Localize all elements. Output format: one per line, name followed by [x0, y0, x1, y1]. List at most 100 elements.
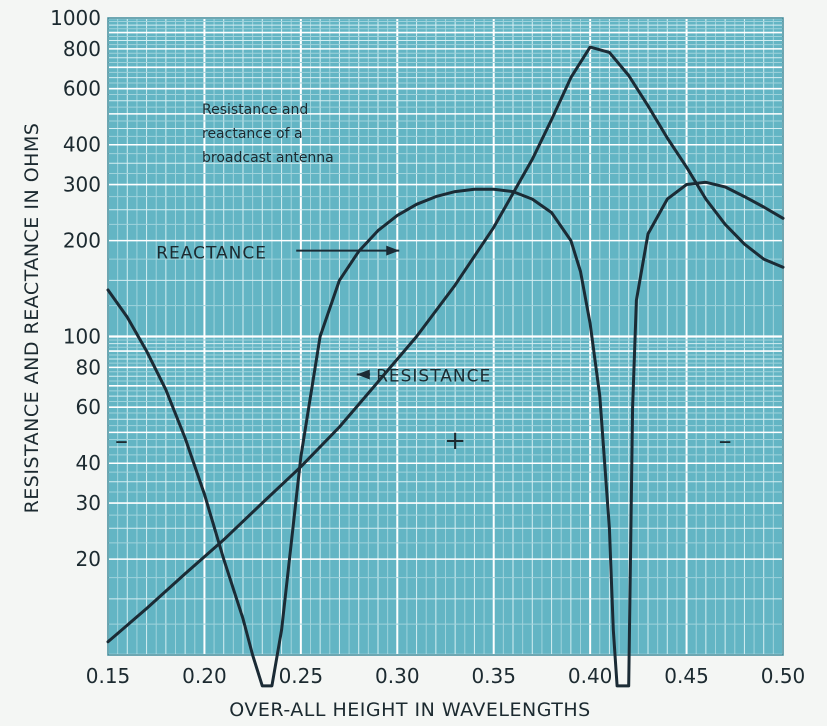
x-axis-title: OVER-ALL HEIGHT IN WAVELENGTHS	[229, 699, 590, 721]
data-point-resistance	[570, 77, 571, 78]
data-point-reactance	[271, 685, 272, 686]
data-point-reactance	[763, 206, 764, 207]
data-point-resistance	[590, 47, 591, 48]
data-point-reactance	[281, 629, 282, 630]
data-point-resistance	[609, 52, 610, 53]
data-point-resistance	[744, 244, 745, 245]
data-point-reactance	[435, 196, 436, 197]
y-tick-label: 60	[76, 395, 101, 419]
sign-label: +	[444, 426, 466, 456]
data-point-reactance	[127, 317, 128, 318]
data-point-resistance	[146, 608, 147, 609]
data-point-reactance	[339, 280, 340, 281]
sign-label: –	[115, 426, 128, 456]
x-tick-label: 0.20	[182, 664, 227, 688]
plot-frame	[107, 17, 784, 656]
chart-ticks: 0.15 0.20 0.25 0.30 0.35 0.40 0.45 0.50 20 30 40 60…	[50, 6, 805, 688]
chart-series	[106, 45, 785, 688]
data-point-reactance	[628, 685, 629, 686]
y-tick-label: 800	[63, 37, 101, 61]
chart-title-line-2: reactance of a	[202, 126, 303, 142]
data-point-reactance	[262, 685, 263, 686]
y-tick-label: 400	[63, 133, 101, 157]
data-point-reactance	[223, 559, 224, 560]
sign-label: –	[719, 426, 732, 456]
data-point-resistance	[223, 539, 224, 540]
annotation-reactance: REACTANCE	[156, 243, 267, 263]
data-point-reactance	[204, 494, 205, 495]
data-point-reactance	[636, 300, 637, 301]
arrow-head	[356, 369, 370, 380]
data-point-resistance	[107, 641, 108, 642]
data-point-resistance	[262, 502, 263, 503]
data-point-reactance	[377, 230, 378, 231]
series-line-reactance	[106, 180, 785, 688]
y-tick-label: 100	[63, 325, 101, 349]
data-point-reactance	[165, 389, 166, 390]
data-point-resistance	[551, 119, 552, 120]
data-point-reactance	[551, 212, 552, 213]
data-point-reactance	[242, 618, 243, 619]
data-point-reactance	[632, 407, 633, 408]
data-point-resistance	[725, 224, 726, 225]
arrow-head	[386, 245, 400, 256]
data-point-reactance	[725, 186, 726, 187]
y-tick-label: 40	[76, 451, 101, 475]
x-tick-label: 0.25	[279, 664, 324, 688]
data-point-reactance	[493, 189, 494, 190]
y-tick-label: 200	[63, 229, 101, 253]
data-point-reactance	[667, 199, 668, 200]
data-point-reactance	[320, 336, 321, 337]
data-point-reactance	[613, 629, 614, 630]
data-point-reactance	[455, 191, 456, 192]
chart-title-line-1: Resistance and	[202, 102, 308, 118]
data-point-resistance	[686, 167, 687, 168]
data-point-reactance	[512, 191, 513, 192]
data-point-reactance	[647, 233, 648, 234]
y-tick-label: 600	[63, 77, 101, 101]
data-point-reactance	[705, 182, 706, 183]
x-tick-label: 0.15	[86, 664, 131, 688]
y-tick-label: 20	[76, 547, 101, 571]
data-point-reactance	[570, 240, 571, 241]
y-tick-label: 300	[63, 173, 101, 197]
data-point-resistance	[339, 426, 340, 427]
y-tick-label: 80	[76, 355, 101, 379]
data-point-resistance	[782, 267, 783, 268]
data-point-reactance	[580, 271, 581, 272]
annotation-resistance: RESISTANCE	[376, 366, 491, 386]
data-point-resistance	[667, 137, 668, 138]
data-point-resistance	[493, 227, 494, 228]
data-point-reactance	[300, 456, 301, 457]
x-tick-label: 0.50	[761, 664, 806, 688]
data-point-resistance	[416, 336, 417, 337]
data-point-resistance	[763, 258, 764, 259]
y-axis-title: RESISTANCE AND REACTANCE IN OHMS	[21, 123, 43, 514]
data-point-reactance	[107, 289, 108, 290]
x-tick-label: 0.40	[568, 664, 613, 688]
data-point-reactance	[609, 528, 610, 529]
data-point-reactance	[185, 437, 186, 438]
x-tick-label: 0.35	[471, 664, 516, 688]
data-point-reactance	[744, 196, 745, 197]
data-point-reactance	[532, 199, 533, 200]
x-tick-label: 0.45	[664, 664, 709, 688]
data-point-reactance	[416, 204, 417, 205]
data-point-reactance	[252, 654, 253, 655]
x-tick-label: 0.30	[375, 664, 420, 688]
series-line-resistance	[106, 45, 785, 644]
data-point-reactance	[686, 184, 687, 185]
data-point-reactance	[782, 218, 783, 219]
chart-labels: Resistance and reactance of a broadcast …	[21, 102, 590, 721]
data-point-reactance	[146, 350, 147, 351]
data-point-reactance	[617, 685, 618, 686]
data-point-resistance	[647, 105, 648, 106]
data-point-reactance	[474, 189, 475, 190]
chart-annotations: – + – REACTANCE RESISTANCE	[115, 243, 732, 456]
data-point-resistance	[185, 573, 186, 574]
y-tick-label: 30	[76, 491, 101, 515]
y-tick-label: 1000	[50, 6, 101, 30]
data-point-resistance	[455, 285, 456, 286]
data-point-resistance	[628, 75, 629, 76]
